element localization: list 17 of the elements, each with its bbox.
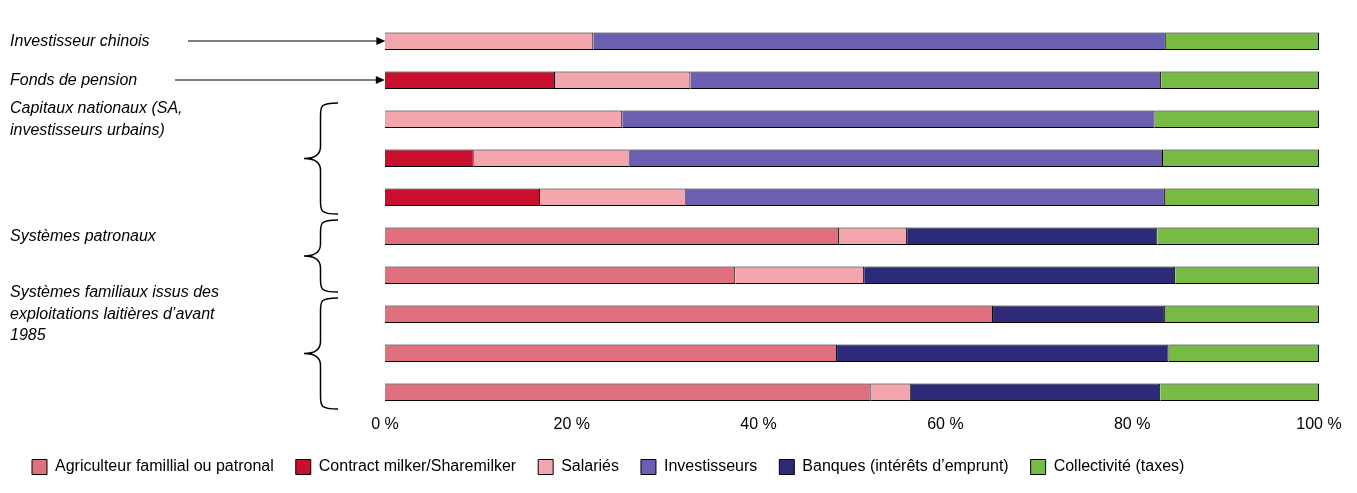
y-tick-label: Systèmes patronaux — [10, 226, 157, 244]
x-tick-label: 20 % — [553, 414, 591, 432]
x-tick-label: 100 % — [1296, 414, 1342, 432]
x-tick-label: 0 % — [371, 414, 399, 432]
legend-label: Contract milker/Sharemilker — [318, 457, 517, 475]
legend-label: Collectivité (taxes) — [1053, 457, 1185, 475]
x-tick-label: 60 % — [927, 414, 964, 432]
y-tick-label: Fonds de pension — [10, 70, 138, 88]
y-tick-label: Investisseur chinois — [10, 31, 150, 49]
legend-label: Banques (intérêts d’emprunt) — [802, 457, 1009, 475]
legend-label: Salariés — [561, 457, 619, 475]
legend-label: Investisseurs — [663, 457, 758, 475]
legend-label: Agriculteur famillial ou patronal — [55, 457, 274, 475]
x-tick-label: 40 % — [740, 414, 777, 432]
y-tick-label: Systèmes familiaux issus des exploitations laitières d’avant 1985 — [10, 283, 219, 344]
x-tick-label: 80 % — [1113, 414, 1151, 432]
y-tick-label: Capitaux nationaux (SA, investisseurs urbains) — [10, 98, 183, 138]
